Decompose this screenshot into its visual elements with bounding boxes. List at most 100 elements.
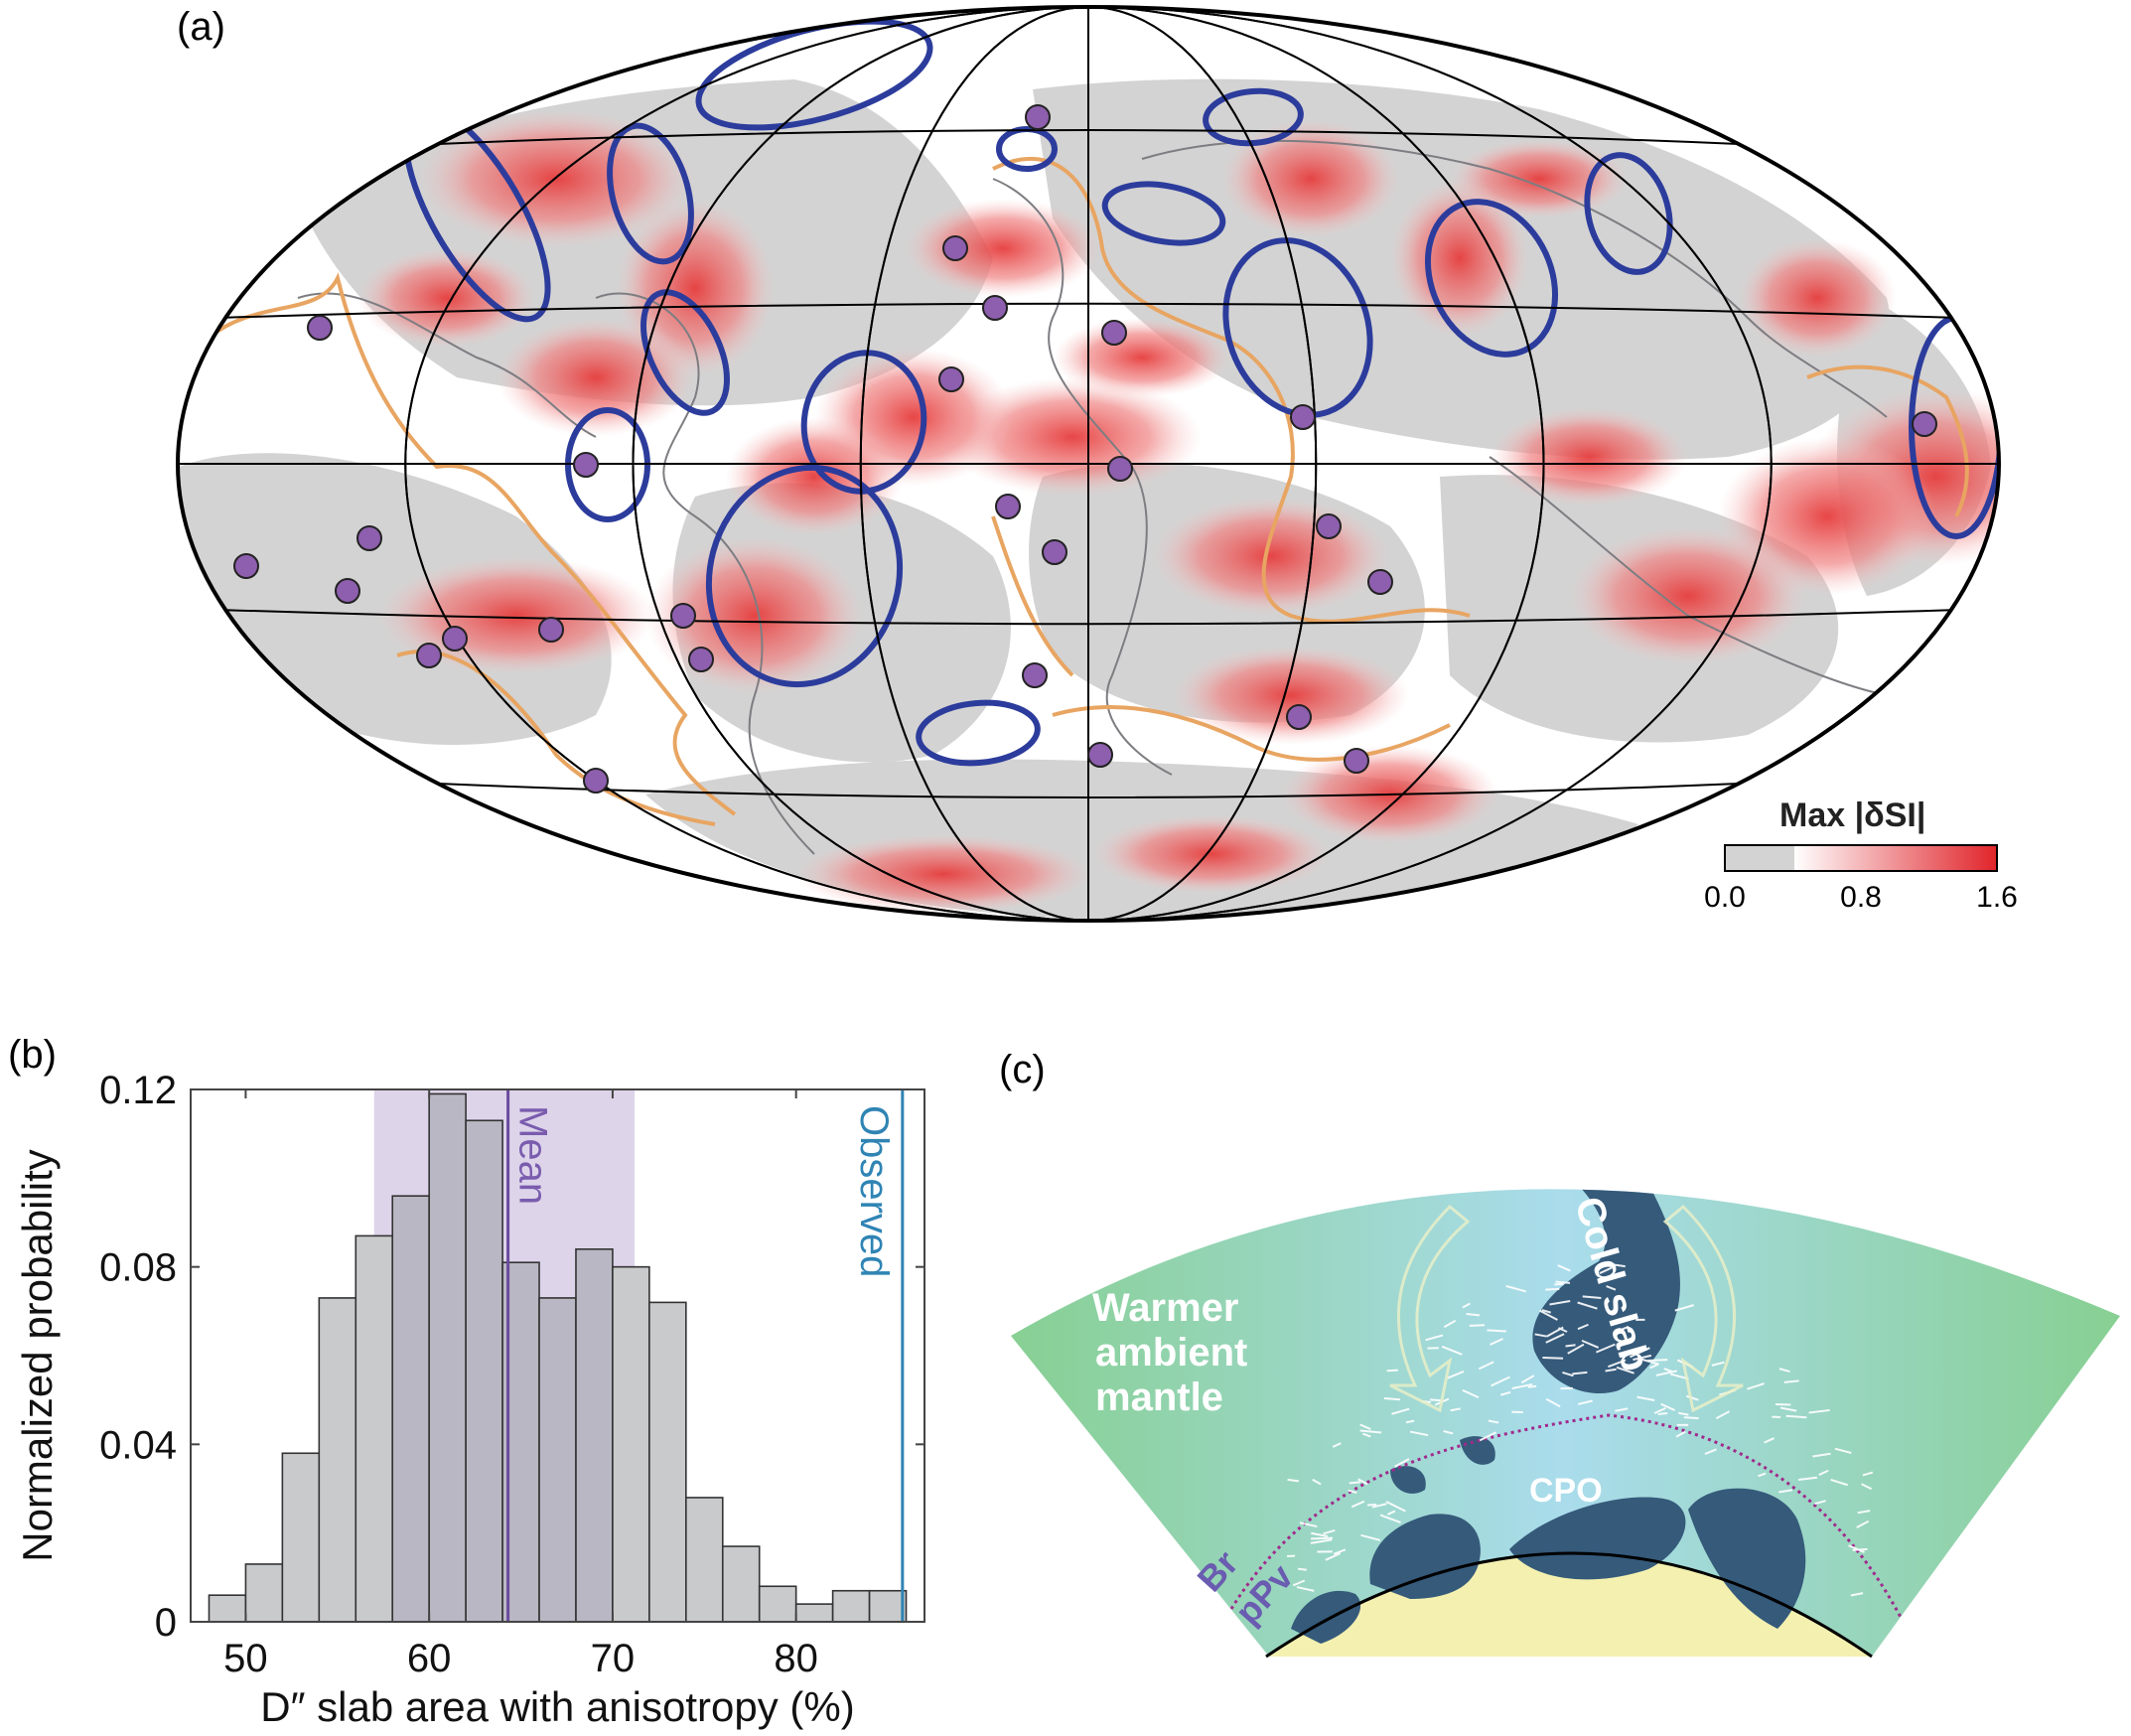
y-tick-label: 0.08 bbox=[99, 1246, 177, 1290]
blue-contour bbox=[1424, 199, 1559, 358]
map-field bbox=[178, 7, 1999, 921]
station-dot bbox=[1367, 569, 1393, 595]
blue-contour bbox=[800, 350, 927, 495]
y-axis-label: Normalized probability bbox=[14, 1149, 61, 1562]
x-tick-label: 70 bbox=[591, 1637, 636, 1680]
cpo-dash bbox=[1615, 1407, 1629, 1412]
cpo-dash bbox=[1616, 1325, 1630, 1333]
station-dot bbox=[688, 647, 714, 672]
station-dot bbox=[1107, 456, 1133, 482]
mean-label: Mean bbox=[511, 1105, 555, 1205]
cpo-dash bbox=[1567, 1343, 1585, 1355]
orange-contour bbox=[1052, 704, 1451, 762]
station-dot bbox=[1025, 104, 1051, 130]
ambient-label-1: Warmer bbox=[1092, 1286, 1238, 1330]
cpo-dash bbox=[1310, 1538, 1333, 1544]
cpo-dash bbox=[1542, 1356, 1564, 1360]
cpo-dash bbox=[1323, 1528, 1336, 1535]
cpo-dash bbox=[1469, 1324, 1486, 1327]
slab-pile-right bbox=[1688, 1488, 1806, 1629]
cpo-dash bbox=[1296, 1586, 1315, 1592]
cpo-dash bbox=[1577, 1301, 1598, 1310]
red-anomaly bbox=[725, 417, 904, 536]
red-anomaly bbox=[417, 109, 695, 248]
colorbar-frame bbox=[1724, 844, 1998, 872]
station-dot bbox=[995, 494, 1021, 519]
cpo-dash bbox=[1462, 1302, 1471, 1309]
cpo-dash bbox=[1641, 1358, 1659, 1366]
y-tick-label: 0 bbox=[155, 1601, 177, 1645]
cpo-dash bbox=[1371, 1503, 1387, 1509]
panel-b-histogram: (b) Mean Observed 0 0.04 0.08 0.12 50 60 70 80D″ … bbox=[8, 1033, 925, 1730]
cpo-dash bbox=[1663, 1368, 1673, 1374]
station-dot bbox=[307, 315, 333, 341]
station-dot bbox=[416, 643, 442, 668]
slab-pile-left bbox=[1369, 1514, 1481, 1599]
orange-contours bbox=[207, 156, 1969, 826]
cpo-dash bbox=[1292, 1579, 1306, 1587]
histogram-bar bbox=[831, 1589, 871, 1623]
blue-contour bbox=[1101, 181, 1226, 246]
cpo-dash bbox=[1747, 1382, 1766, 1390]
station-dot bbox=[583, 768, 609, 794]
cpo-dash bbox=[1360, 1533, 1381, 1541]
cpo-dash bbox=[1565, 1344, 1576, 1348]
cpo-dash bbox=[1582, 1295, 1602, 1300]
cpo-dash bbox=[1545, 1333, 1565, 1344]
red-anomaly bbox=[794, 834, 1092, 914]
cpo-dash bbox=[1704, 1448, 1717, 1455]
cpo-dash bbox=[1520, 1374, 1535, 1384]
graticule bbox=[178, 7, 1999, 921]
cpo-dash bbox=[1599, 1266, 1613, 1274]
colorbar: Max |δSI| 0.0 0.8 1.6 bbox=[1704, 796, 2018, 914]
station-dot bbox=[670, 603, 696, 629]
cpo-dash bbox=[1430, 1398, 1442, 1402]
cpo-dash bbox=[1287, 1478, 1300, 1483]
cpo-dash bbox=[1357, 1478, 1368, 1486]
y-tick-label: 0.12 bbox=[99, 1069, 177, 1112]
cpo-dash bbox=[1349, 1481, 1360, 1485]
histogram-bar bbox=[281, 1452, 321, 1623]
cpo-dash bbox=[1605, 1368, 1617, 1373]
slab-fragment bbox=[1460, 1436, 1495, 1465]
cpo-dash bbox=[1562, 1371, 1574, 1377]
cpo-dash bbox=[1581, 1339, 1600, 1349]
cpo-dash bbox=[1848, 1544, 1865, 1553]
red-anomaly bbox=[357, 248, 536, 348]
fan-outline bbox=[1265, 1551, 1873, 1659]
station-dot bbox=[573, 452, 599, 478]
cpo-dash bbox=[1511, 1382, 1533, 1390]
station-dot bbox=[942, 235, 968, 261]
cpo-dash bbox=[1785, 1414, 1807, 1419]
cpo-dash bbox=[1549, 1299, 1571, 1306]
blue-contour bbox=[1222, 237, 1373, 418]
histogram-bar bbox=[391, 1195, 430, 1623]
cpo-dash bbox=[1505, 1284, 1527, 1293]
coastline bbox=[595, 292, 815, 855]
cpo-dash bbox=[1674, 1304, 1694, 1312]
cpo-label: CPO bbox=[1529, 1472, 1603, 1510]
cpo-dash bbox=[1527, 1384, 1537, 1388]
cpo-dash bbox=[1539, 1309, 1558, 1321]
cpo-dash bbox=[1299, 1521, 1318, 1528]
histogram-bar bbox=[868, 1589, 908, 1623]
cpo-dash bbox=[1311, 1536, 1334, 1540]
orange-contour bbox=[992, 156, 1471, 624]
colorbar-gray-segment bbox=[1725, 845, 1794, 871]
cpo-dash bbox=[1462, 1388, 1480, 1399]
panel-c-schematic: (c) Warmer ambient mantle bbox=[999, 1048, 2120, 1659]
histogram-bar bbox=[648, 1301, 687, 1623]
cpo-dash bbox=[1545, 1287, 1560, 1291]
orange-contour bbox=[991, 515, 1074, 677]
cpo-dash bbox=[1350, 1500, 1365, 1509]
red-anomaly bbox=[1053, 318, 1231, 397]
plot-frame bbox=[190, 1088, 925, 1623]
red-anomaly bbox=[298, 775, 457, 854]
blue-contour bbox=[607, 122, 694, 265]
cpo-dash bbox=[1686, 1394, 1699, 1401]
cpo-dash bbox=[1546, 1326, 1564, 1338]
cpo-dash bbox=[1443, 1319, 1457, 1329]
map-outline bbox=[176, 5, 2001, 923]
histogram-plot: Mean Observed 0 0.04 0.08 0.12 50 60 70 80D″ slab… bbox=[14, 1069, 925, 1730]
station-dot bbox=[1316, 513, 1342, 539]
